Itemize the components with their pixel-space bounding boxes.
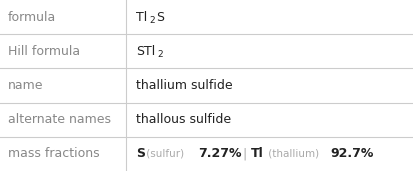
Text: S: S: [156, 11, 164, 24]
Text: S: S: [136, 147, 145, 160]
Text: thallous sulfide: thallous sulfide: [136, 113, 231, 126]
Text: Tl: Tl: [136, 11, 147, 24]
Text: 7.27%: 7.27%: [198, 147, 241, 160]
Text: 2: 2: [157, 50, 162, 59]
Text: |: |: [230, 147, 259, 160]
Text: S: S: [136, 45, 144, 58]
Text: (thallium): (thallium): [264, 149, 321, 159]
Text: 92.7%: 92.7%: [330, 147, 373, 160]
Text: name: name: [8, 79, 43, 92]
Text: alternate names: alternate names: [8, 113, 111, 126]
Text: thallium sulfide: thallium sulfide: [136, 79, 233, 92]
Text: 2: 2: [149, 16, 154, 25]
Text: Tl: Tl: [250, 147, 263, 160]
Text: formula: formula: [8, 11, 56, 24]
Text: Tl: Tl: [144, 45, 155, 58]
Text: (sulfur): (sulfur): [143, 149, 187, 159]
Text: mass fractions: mass fractions: [8, 147, 100, 160]
Text: Hill formula: Hill formula: [8, 45, 80, 58]
